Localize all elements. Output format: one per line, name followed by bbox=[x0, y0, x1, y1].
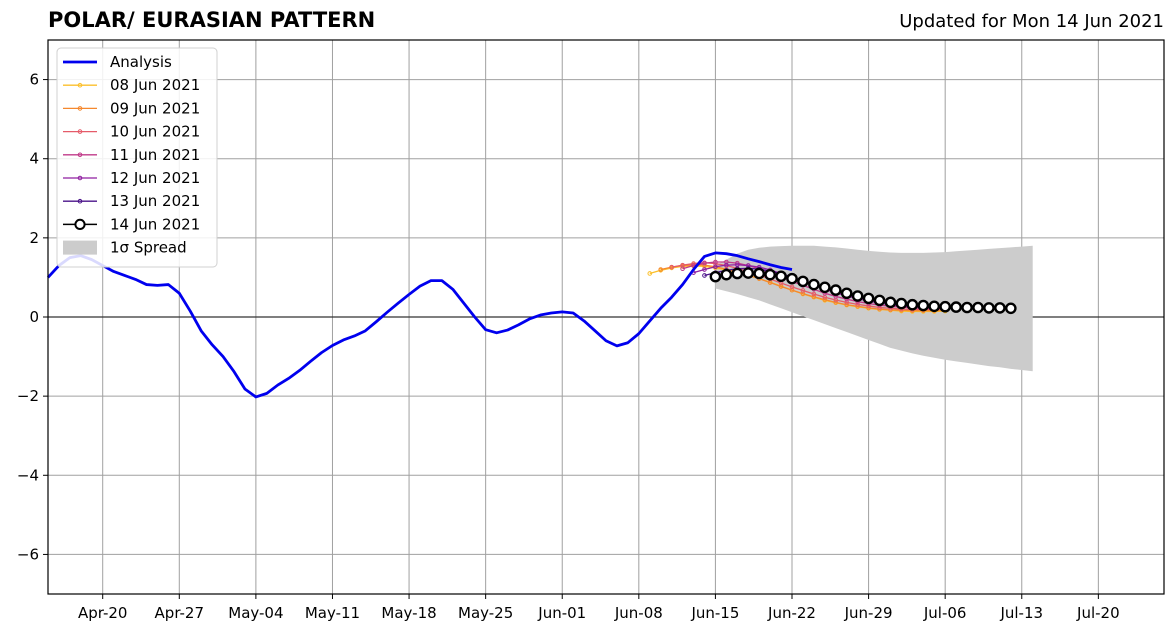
x-tick-label: Jun-15 bbox=[690, 604, 739, 622]
latest-forecast-point bbox=[884, 296, 897, 309]
latest-forecast-point bbox=[906, 298, 919, 311]
y-tick-label: −4 bbox=[17, 466, 39, 484]
latest-forecast-point bbox=[1005, 302, 1017, 315]
forecast-point bbox=[713, 259, 718, 265]
latest-forecast-point bbox=[917, 299, 930, 312]
latest-forecast-point bbox=[731, 267, 744, 280]
x-tick-label: Jul-20 bbox=[1076, 604, 1120, 622]
latest-forecast-point bbox=[775, 270, 787, 283]
forecast-point bbox=[713, 264, 718, 270]
forecast-point bbox=[680, 266, 685, 272]
x-tick-label: Jun-22 bbox=[767, 604, 816, 622]
latest-forecast-point bbox=[928, 300, 941, 313]
forecast-line bbox=[660, 264, 946, 312]
forecast-point bbox=[811, 291, 817, 297]
legend-label: Analysis bbox=[110, 53, 172, 71]
forecast-point bbox=[800, 288, 806, 293]
latest-forecast-point bbox=[742, 267, 755, 279]
legend-label: 1σ Spread bbox=[110, 239, 187, 257]
x-tick-label: May-18 bbox=[381, 604, 436, 622]
latest-forecast-point bbox=[786, 272, 798, 285]
latest-forecast-point bbox=[797, 275, 809, 288]
analysis-layer bbox=[46, 251, 793, 399]
x-tick-label: May-25 bbox=[458, 604, 513, 622]
latest-forecast-point bbox=[764, 268, 776, 281]
legend-label: 09 Jun 2021 bbox=[110, 99, 200, 117]
forecast-point bbox=[647, 271, 653, 276]
tick-layer: Apr-20 Apr-27 May-04 May-11 May-18 May-25 Jun-… bbox=[17, 71, 1120, 622]
x-tick-label: Jun-01 bbox=[537, 604, 586, 622]
latest-forecast-point bbox=[895, 297, 908, 310]
y-tick-label: −6 bbox=[17, 545, 39, 563]
latest-forecast-point bbox=[851, 290, 864, 302]
legend-swatch-marker bbox=[77, 106, 83, 111]
latest-forecast-layer bbox=[709, 267, 1017, 315]
latest-forecast-point bbox=[829, 284, 842, 296]
forecast-point bbox=[702, 273, 707, 278]
latest-forecast-point bbox=[873, 294, 886, 307]
y-tick-label: 4 bbox=[29, 150, 39, 168]
y-tick-label: 2 bbox=[29, 229, 39, 247]
y-tick-label: −2 bbox=[17, 387, 39, 405]
legend-swatch-marker bbox=[77, 129, 83, 134]
latest-forecast-point bbox=[753, 267, 765, 280]
x-tick-label: Jul-13 bbox=[999, 604, 1043, 622]
legend-swatch-marker bbox=[77, 175, 83, 181]
forecast-point bbox=[789, 284, 795, 290]
legend: Analysis 08 Jun 2021 09 Jun 2021 10 Jun 202… bbox=[56, 47, 218, 268]
latest-forecast-point bbox=[972, 301, 984, 314]
legend-swatch-marker bbox=[77, 152, 83, 158]
forecast-point bbox=[724, 262, 729, 268]
latest-forecast-point bbox=[840, 287, 853, 300]
latest-forecast-point bbox=[939, 300, 951, 313]
latest-forecast-point bbox=[808, 278, 820, 291]
x-tick-label: Jun-08 bbox=[614, 604, 663, 622]
x-tick-label: May-04 bbox=[228, 604, 283, 622]
legend-swatch-marker bbox=[77, 198, 83, 204]
x-tick-label: Jul-06 bbox=[923, 604, 967, 622]
latest-forecast-point bbox=[709, 270, 722, 283]
legend-swatch-latest-marker bbox=[74, 218, 86, 230]
latest-forecast-point bbox=[961, 301, 973, 314]
x-tick-label: Apr-27 bbox=[155, 604, 205, 622]
legend-label: 10 Jun 2021 bbox=[110, 123, 200, 141]
legend-swatch-spread bbox=[63, 240, 97, 255]
y-tick-label: 0 bbox=[29, 308, 39, 326]
forecast-point bbox=[702, 267, 707, 272]
legend-label: 08 Jun 2021 bbox=[110, 76, 200, 94]
legend-label: 12 Jun 2021 bbox=[110, 169, 200, 187]
latest-forecast-point bbox=[994, 302, 1006, 314]
latest-forecast-point bbox=[983, 302, 995, 314]
legend-label: 13 Jun 2021 bbox=[110, 192, 200, 210]
y-tick-label: 6 bbox=[29, 71, 39, 89]
latest-forecast-point bbox=[720, 268, 733, 281]
latest-forecast-point bbox=[950, 301, 962, 313]
latest-forecast-point bbox=[819, 281, 831, 294]
forecast-point bbox=[669, 264, 674, 270]
forecast-point bbox=[702, 260, 707, 266]
forecast-point bbox=[811, 294, 817, 300]
x-tick-label: May-11 bbox=[305, 604, 360, 622]
chart-title: POLAR/ EURASIAN PATTERN bbox=[48, 8, 376, 32]
x-tick-label: Apr-20 bbox=[78, 604, 128, 622]
legend-label: 14 Jun 2021 bbox=[110, 215, 200, 233]
legend-label: 11 Jun 2021 bbox=[110, 146, 200, 164]
legend-box bbox=[56, 47, 218, 268]
forecast-point bbox=[855, 302, 860, 307]
latest-forecast-point bbox=[862, 292, 875, 305]
chart-subtitle: Updated for Mon 14 Jun 2021 bbox=[899, 11, 1164, 32]
analysis-line bbox=[46, 251, 793, 399]
grid-layer bbox=[48, 40, 1164, 594]
forecast-point bbox=[658, 267, 664, 272]
x-tick-label: Jun-29 bbox=[844, 604, 893, 622]
legend-swatch-marker bbox=[77, 82, 83, 88]
